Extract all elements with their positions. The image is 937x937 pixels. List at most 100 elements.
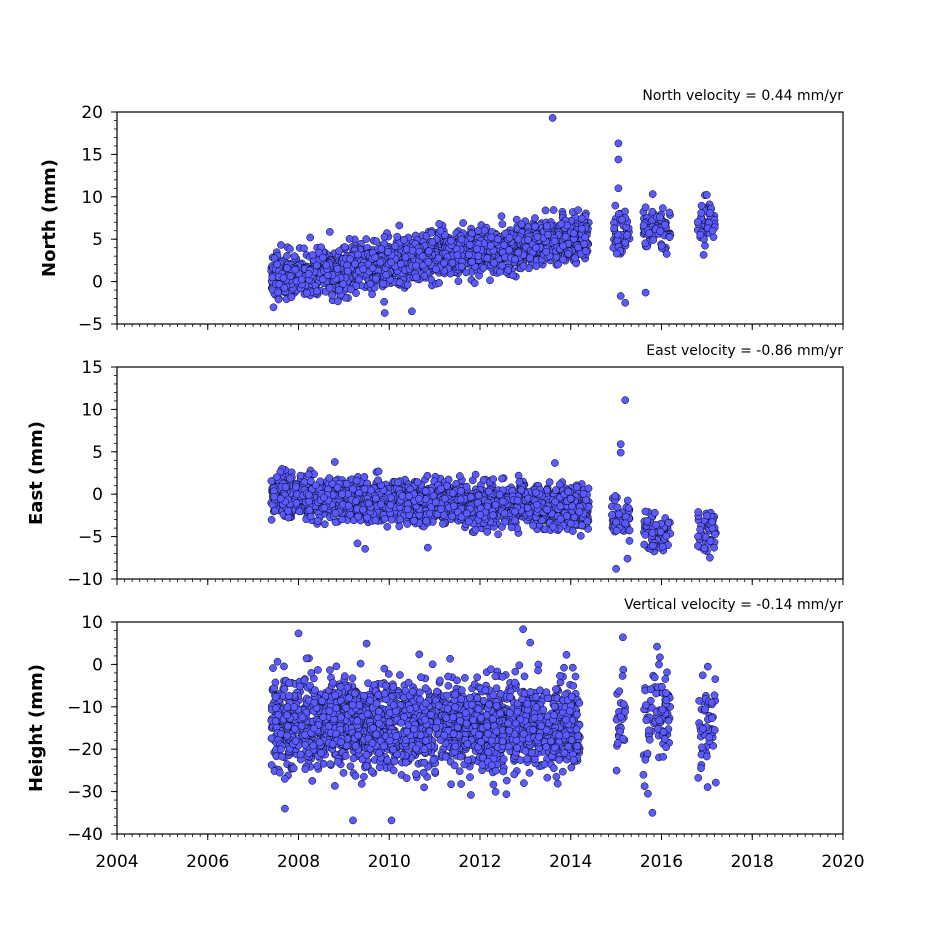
data-point <box>286 474 294 483</box>
data-point <box>448 259 457 267</box>
data-point <box>701 241 709 250</box>
data-point <box>498 497 507 506</box>
data-point <box>484 487 493 496</box>
data-point <box>657 241 666 250</box>
data-point <box>465 250 473 259</box>
data-point <box>328 291 336 300</box>
panel-height: Vertical velocity = -0.14 mm/yr Height (… <box>26 597 865 872</box>
y-axis-label-height: Height (mm) <box>26 664 47 792</box>
data-point <box>286 272 295 281</box>
data-point <box>616 292 625 300</box>
data-point <box>457 487 465 495</box>
data-point <box>473 245 481 253</box>
data-point <box>514 235 523 244</box>
data-point <box>556 502 565 511</box>
data-point <box>377 500 385 509</box>
data-point <box>471 470 480 479</box>
data-point <box>422 517 431 525</box>
data-point <box>342 479 351 488</box>
data-point <box>283 264 291 272</box>
data-point <box>652 520 660 529</box>
data-point <box>524 235 532 244</box>
data-point <box>509 271 517 280</box>
data-point <box>305 497 313 506</box>
data-point <box>374 467 383 476</box>
data-point <box>621 512 630 521</box>
data-point <box>641 507 650 516</box>
data-point <box>706 553 714 562</box>
data-point <box>564 249 573 258</box>
data-point <box>574 243 583 252</box>
data-point <box>363 513 371 522</box>
data-point <box>339 280 348 288</box>
data-point <box>570 229 578 238</box>
data-point <box>556 515 565 523</box>
data-point <box>561 232 570 241</box>
data-point <box>457 262 466 271</box>
data-point <box>276 494 285 503</box>
data-point <box>616 440 625 449</box>
data-point <box>621 396 630 404</box>
data-point <box>559 255 568 264</box>
data-point <box>532 243 540 252</box>
data-point <box>694 508 703 516</box>
data-point <box>517 486 526 494</box>
data-point <box>303 289 311 297</box>
data-point <box>639 221 648 230</box>
data-point <box>664 519 673 527</box>
data-point <box>457 235 466 244</box>
data-point <box>568 502 577 511</box>
data-point <box>435 220 444 228</box>
data-point <box>398 492 407 500</box>
data-point <box>656 528 665 536</box>
data-point <box>702 191 711 199</box>
data-point <box>641 203 650 212</box>
data-point <box>325 474 334 482</box>
data-point <box>400 235 408 244</box>
data-point <box>429 491 438 500</box>
data-point <box>541 206 550 215</box>
data-point <box>371 494 380 503</box>
data-point <box>645 229 654 238</box>
data-point <box>368 264 377 273</box>
data-point <box>462 482 471 491</box>
data-point <box>448 512 457 521</box>
data-point <box>706 209 714 217</box>
data-point <box>313 517 322 525</box>
data-point <box>379 279 387 288</box>
panel-title-height: Vertical velocity = -0.14 mm/yr <box>624 597 843 613</box>
y-tick-label: −5 <box>78 528 103 548</box>
data-point <box>359 265 368 273</box>
data-point <box>354 250 362 259</box>
data-points-north <box>267 114 719 317</box>
data-point <box>423 543 432 552</box>
data-point <box>360 485 369 493</box>
data-point <box>648 207 657 216</box>
data-point <box>574 206 582 214</box>
data-point <box>531 214 539 222</box>
plot-frame-east <box>116 366 844 580</box>
data-point <box>578 521 586 530</box>
data-point <box>466 493 475 501</box>
data-points-east <box>267 396 720 573</box>
data-point <box>551 459 559 467</box>
data-point <box>640 540 649 549</box>
data-point <box>468 229 476 238</box>
data-point <box>383 522 392 531</box>
data-point <box>403 280 412 289</box>
data-point <box>306 233 315 242</box>
data-point <box>621 519 630 528</box>
data-point <box>394 478 402 487</box>
data-point <box>334 297 342 306</box>
data-point <box>665 208 674 217</box>
data-point <box>613 503 622 512</box>
data-point <box>649 236 658 244</box>
plot-frame-north <box>116 111 844 325</box>
data-point <box>353 539 362 548</box>
data-point <box>623 554 632 563</box>
data-point <box>554 260 562 269</box>
data-point <box>533 233 542 241</box>
data-point <box>494 530 502 539</box>
data-point <box>371 274 380 283</box>
data-point <box>507 523 516 532</box>
